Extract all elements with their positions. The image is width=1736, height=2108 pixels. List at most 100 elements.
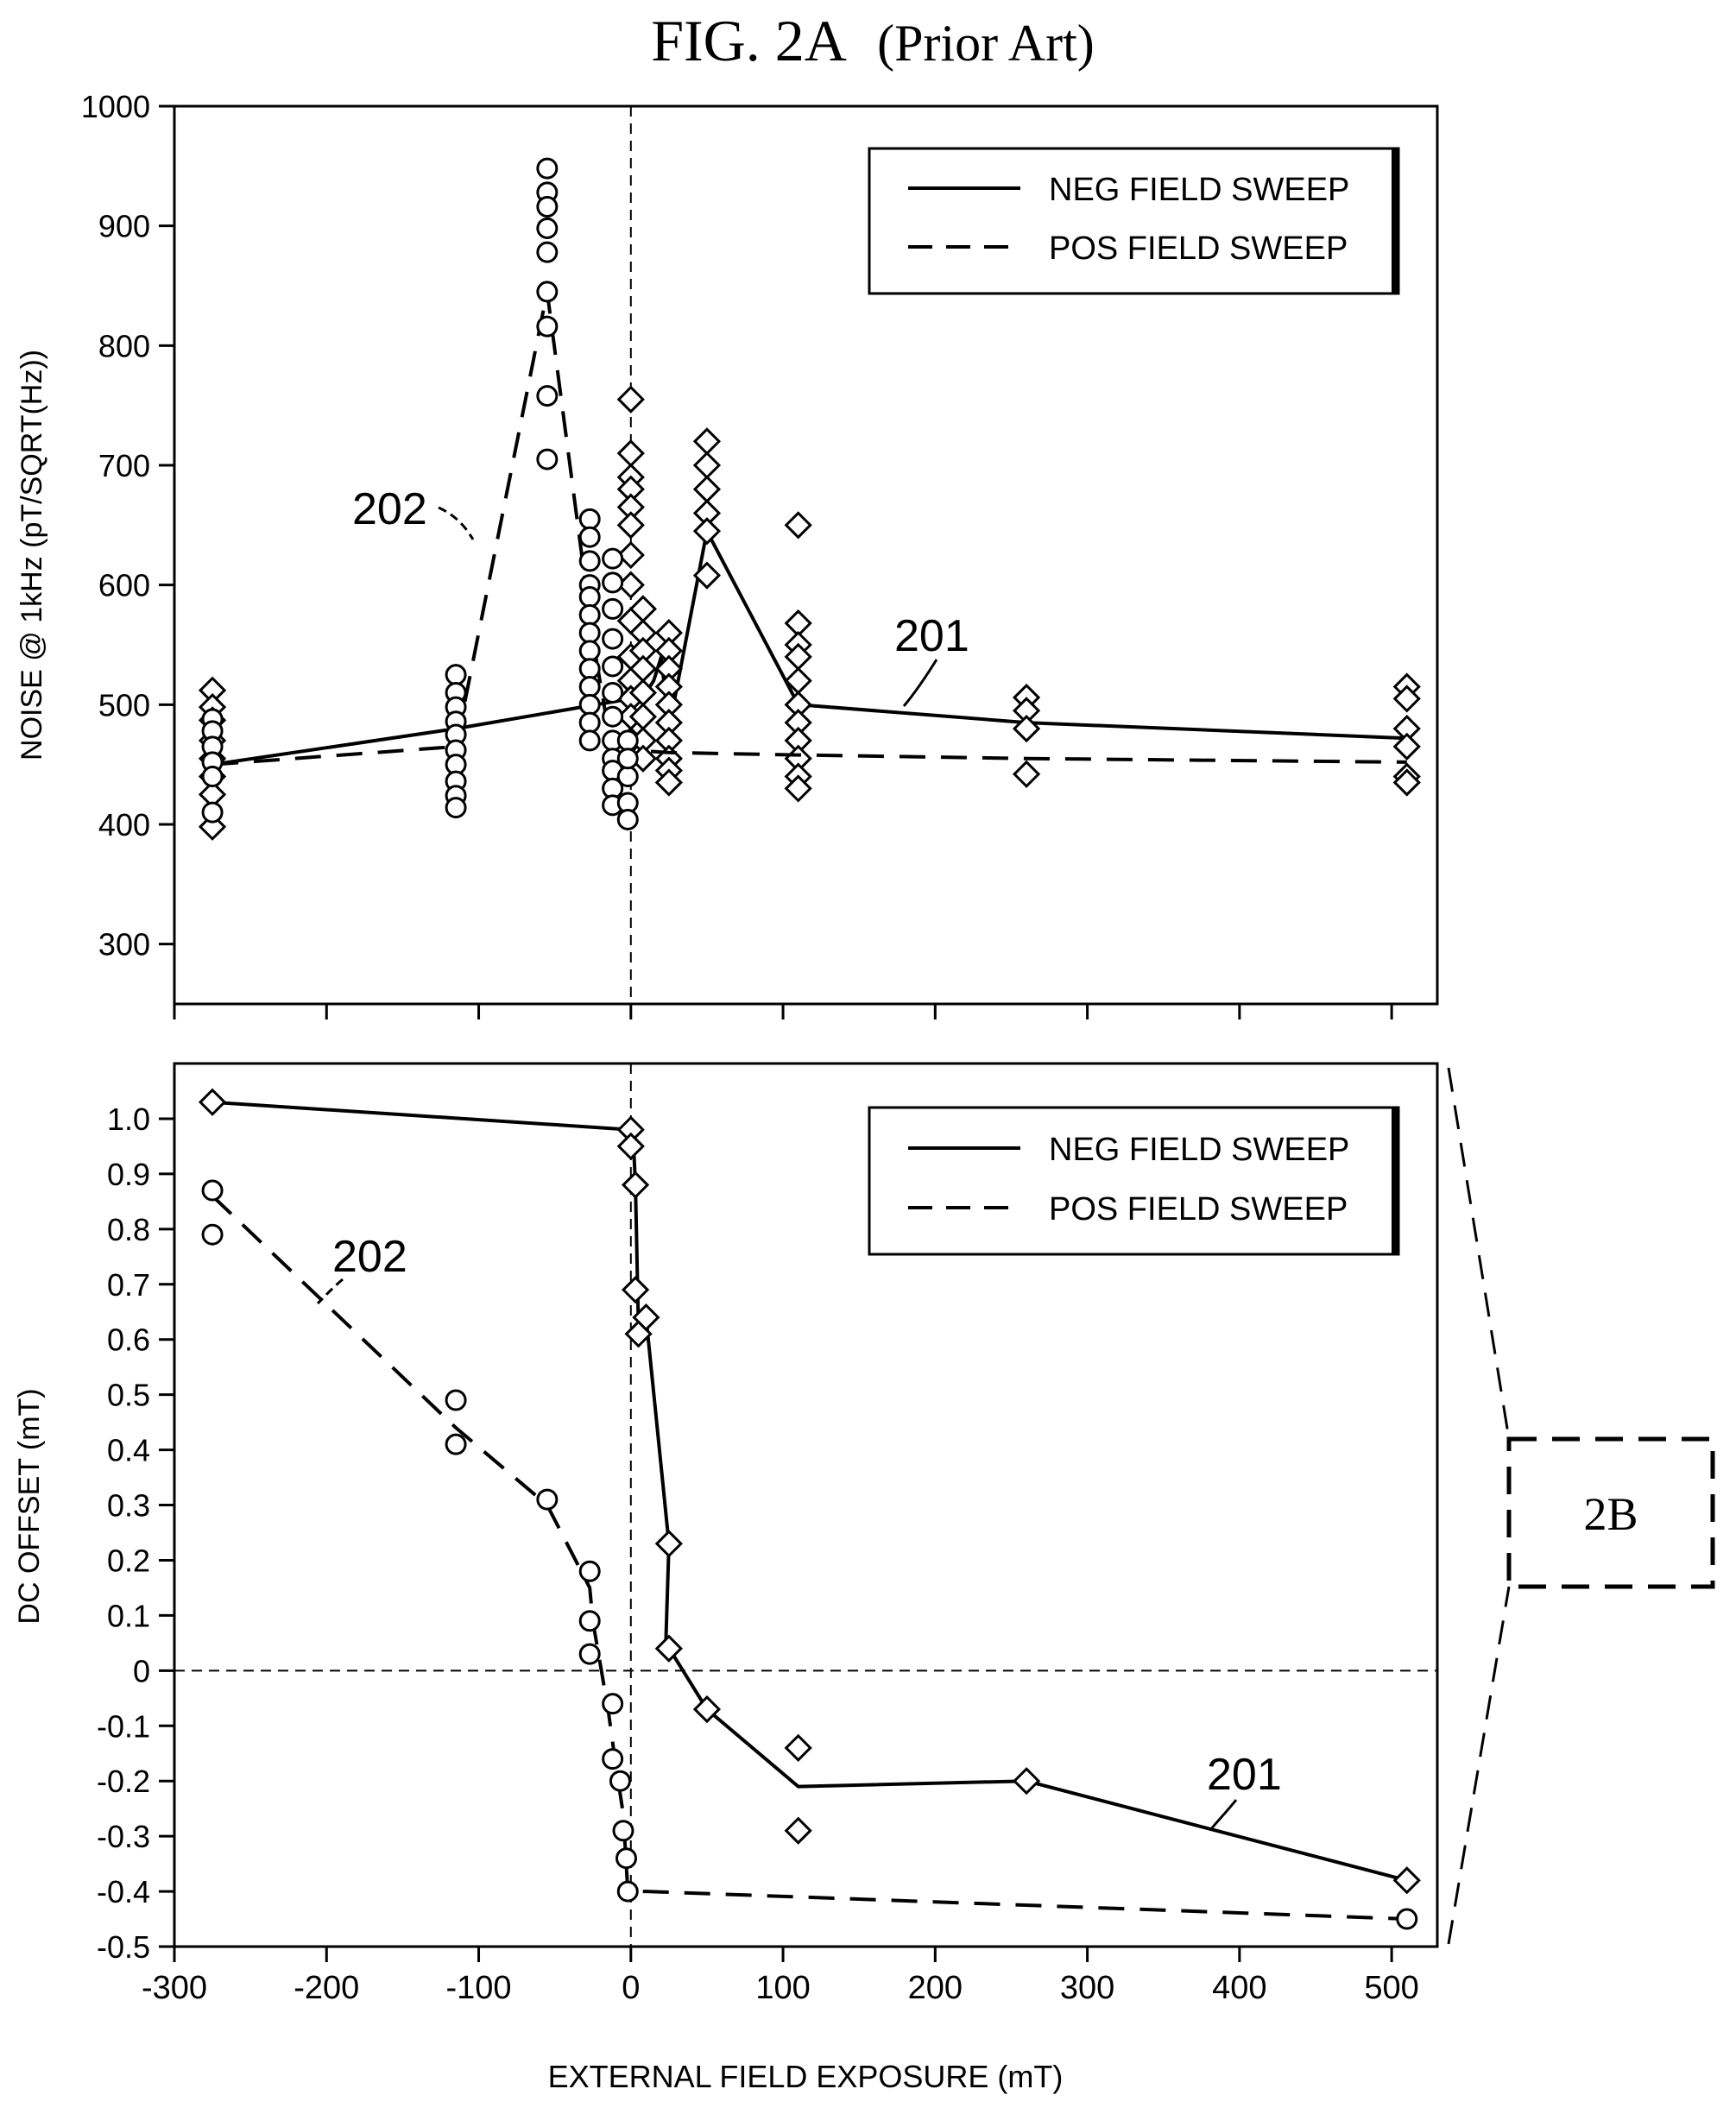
noise-circle-marker [602,705,624,728]
dc-offset-chart-reference-lines [174,1063,1437,1947]
noise-circle-marker [616,808,639,830]
dc-offset-diamond-marker [1392,1866,1421,1895]
dc-offset-chart-y-axis-label: DC OFFSET (mT) [13,1388,46,1624]
dc-offset-chart-x-axis-label: EXTERNAL FIELD EXPOSURE (mT) [548,2059,1064,2094]
dc-offset-y-tick-label: 1.0 [107,1101,150,1137]
dc-offset-circle-marker [445,1389,467,1411]
noise-circle-marker [536,315,559,338]
dc-legend-neg-label: NEG FIELD SWEEP [1049,1132,1349,1168]
noise-circle-marker [578,550,601,572]
dc-offset-x-tick-label: -300 [142,1970,207,2006]
dc-offset-y-tick-label: 0.1 [107,1598,150,1633]
dc-offset-diamond-marker [654,1530,683,1558]
dc-offset-circle-marker [201,1223,224,1246]
dc-offset-diamond-marker [784,1816,812,1845]
noise-circle-marker [445,664,467,686]
noise-circle-marker [536,157,559,180]
figure-title: FIG. 2A (Prior Art) [651,8,1095,73]
dc-offset-y-tick-label: 0.5 [107,1378,150,1413]
dc-offset-chart: -300 -200 -100 0 100 200 300 400 500 -0.5 -0.4 -0.3… [13,1062,1439,2094]
inset-projection-top [1447,1067,1511,1440]
noise-legend-pos-label: POS FIELD SWEEP [1049,230,1348,267]
noise-diamond-marker [616,385,645,413]
noise-chart-axes: 300 400 500 600 700 800 900 1000 [81,89,1393,1019]
dc-ref-202: 202 [332,1232,407,1282]
noise-diamond-marker [654,768,683,797]
noise-circle-marker [602,547,624,570]
dc-offset-y-tick-label: -0.3 [97,1819,150,1854]
dc-offset-circle-marker [578,1560,601,1582]
noise-circle-marker [602,597,624,620]
figure-title-main: FIG. 2A [651,8,847,73]
dc-offset-circle-marker [615,1847,638,1870]
dc-legend-box [868,1106,1400,1256]
noise-diamond-marker [692,561,722,590]
dc-offset-y-tick-label: 0.2 [107,1543,150,1578]
noise-diamond-marker [692,475,722,503]
noise-y-tick-label: 300 [98,927,150,962]
dc-offset-circle-marker [602,1693,624,1715]
noise-circle-marker [578,603,601,626]
dc-offset-diamond-marker [616,1132,645,1161]
noise-circle-marker [616,729,639,752]
noise-ref-202-leader [438,506,475,540]
dc-offset-circle-marker [602,1748,624,1770]
noise-y-tick-label: 700 [98,448,150,483]
dc-offset-y-tick-label: -0.2 [97,1764,150,1799]
noise-diamond-marker [692,427,722,456]
noise-y-tick-label: 900 [98,209,150,244]
dc-offset-y-tick-label: 0.3 [107,1488,150,1524]
dc-ref-201-leader [1209,1799,1238,1831]
dc-ref-201: 201 [1207,1750,1282,1800]
dc-offset-circle-marker [616,1880,639,1903]
noise-chart-y-axis-label: NOISE @ 1kHz (pT/SQRT(Hz)) [16,350,48,761]
noise-circle-marker [578,658,601,680]
inset-2b-box [1506,1436,1715,1589]
noise-circle-marker [536,281,559,303]
noise-diamond-marker [616,439,645,468]
noise-y-tick-label: 1000 [81,89,150,124]
dc-offset-y-tick-label: 0.6 [107,1322,150,1358]
dc-offset-y-tick-label: -0.1 [97,1708,150,1744]
inset-2b: 2B [1447,1067,1715,1945]
noise-circle-marker [536,195,559,218]
dc-offset-diamond-marker [621,1171,650,1199]
dc-offset-x-tick-label: 500 [1364,1970,1418,2006]
dc-offset-x-tick-label: 100 [755,1970,810,2006]
noise-diamond-marker [1012,714,1041,743]
noise-circle-marker [536,241,559,263]
dc-offset-diamond-marker [198,1088,227,1116]
noise-legend-shadow [1392,148,1398,293]
dc-legend-pos-label: POS FIELD SWEEP [1049,1191,1348,1228]
noise-circle-marker [578,622,601,644]
noise-circle-marker [578,711,601,734]
noise-diamond-marker [616,511,645,540]
dc-offset-diamond-marker [621,1276,650,1304]
noise-legend-box [868,147,1400,295]
noise-y-tick-label: 800 [98,328,150,363]
dc-offset-x-tick-label: 400 [1212,1970,1266,2006]
noise-legend-neg-label: NEG FIELD SWEEP [1049,172,1349,208]
dc-offset-chart-series [198,1088,1421,1930]
dc-offset-circle-marker [612,1820,634,1842]
dc-offset-circle-marker [201,1179,224,1202]
dc-offset-y-tick-label: -0.5 [97,1929,150,1965]
noise-circle-marker [602,571,624,594]
noise-circle-marker [602,681,624,704]
dc-offset-diamond-marker [1012,1767,1041,1796]
dc-offset-circle-marker [1396,1908,1418,1930]
dc-offset-diamond-marker [784,1733,812,1762]
dc-legend-shadow [1392,1108,1398,1254]
dc-offset-y-tick-label: 0.4 [107,1433,150,1468]
noise-circle-marker [578,676,601,698]
noise-circle-marker [201,801,224,824]
noise-chart-series [198,157,1421,841]
dc-offset-circle-marker [609,1770,631,1792]
dc-ref-202-leader [316,1278,344,1305]
noise-ref-202: 202 [352,484,427,534]
dc-offset-chart-legend: NEG FIELD SWEEP POS FIELD SWEEP [868,1106,1400,1256]
dc-offset-y-tick-label: 0.7 [107,1267,150,1303]
inset-projection-bottom [1447,1586,1511,1945]
dc-offset-diamond-marker [692,1695,722,1724]
noise-circle-marker [536,217,559,239]
